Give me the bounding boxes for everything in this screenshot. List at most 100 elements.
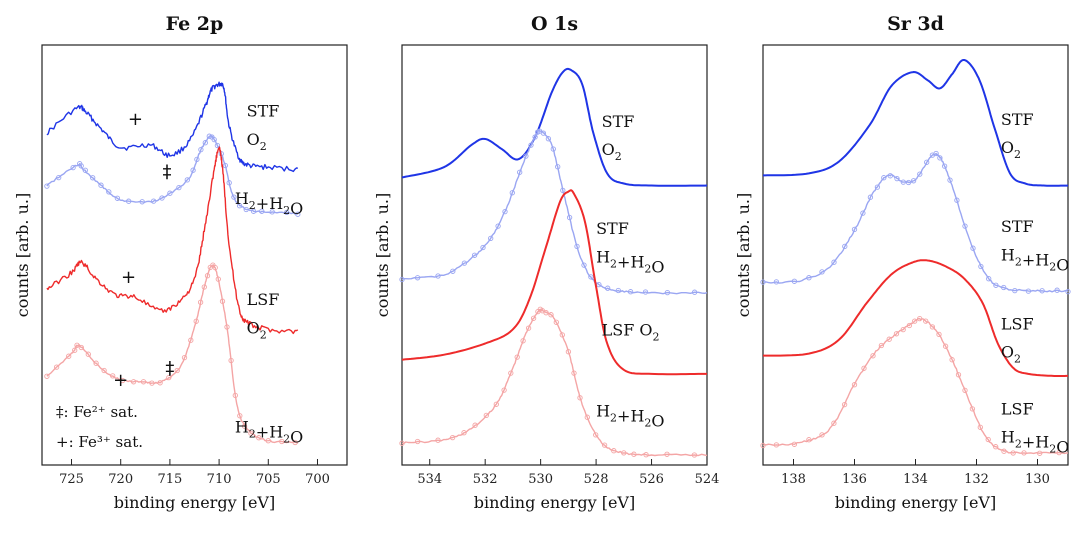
legend-fe2-sat: ‡: Fe²⁺ sat. <box>56 403 138 421</box>
series-marker <box>906 322 913 329</box>
series-marker <box>627 289 634 295</box>
series-marker <box>878 342 885 349</box>
series-marker <box>119 377 126 384</box>
curve-label: STF <box>1001 110 1034 129</box>
series-marker <box>631 451 637 457</box>
panel-o1s: O 1s 534 532 530 528 526 524 binding energy [eV… <box>373 13 719 512</box>
series-marker <box>1025 288 1032 294</box>
series-marker <box>985 436 991 443</box>
x-axis-label: binding energy [eV] <box>114 493 275 512</box>
series-marker <box>159 195 165 201</box>
curve-label: STF <box>1001 217 1034 236</box>
series-marker <box>760 279 766 285</box>
x-tick-label: 134 <box>903 472 928 487</box>
y-axis-label: counts [arb. u.] <box>13 193 32 317</box>
series-marker <box>969 406 976 412</box>
satellite-marker: + <box>113 370 128 391</box>
series-marker <box>605 285 611 291</box>
series-marker <box>190 167 196 173</box>
series-marker <box>806 437 812 443</box>
series-marker <box>256 435 262 441</box>
series-marker <box>548 312 554 318</box>
series-line <box>401 308 708 457</box>
series-marker <box>53 364 60 370</box>
series-marker <box>184 177 190 183</box>
series-marker <box>520 338 526 344</box>
series-marker <box>664 289 671 296</box>
series-marker <box>101 367 107 374</box>
series-marker <box>947 177 953 183</box>
series-marker <box>955 372 962 378</box>
x-tick-label: 705 <box>256 472 281 487</box>
series-line <box>763 59 1069 187</box>
series-marker <box>228 357 234 364</box>
series-marker <box>201 284 207 290</box>
x-tick-label: 725 <box>59 472 84 487</box>
series-marker <box>543 310 549 316</box>
series-marker <box>691 452 698 458</box>
series-marker <box>559 332 565 338</box>
x-tick-label: 136 <box>842 472 867 487</box>
series-marker <box>867 194 874 200</box>
series-marker <box>70 164 76 171</box>
series-marker <box>508 370 514 376</box>
series-marker <box>126 198 132 204</box>
series-marker <box>74 342 80 348</box>
curve-label: STF <box>596 219 629 238</box>
plot-frame <box>41 44 348 466</box>
series-marker <box>941 163 948 169</box>
series-marker <box>1012 287 1018 294</box>
series-marker <box>198 146 204 153</box>
curve-label: O2 <box>602 140 622 163</box>
series-marker <box>760 442 766 449</box>
x-tick-label: 530 <box>528 472 553 487</box>
curve-label: H2+H2O <box>596 248 664 277</box>
series-marker <box>206 133 212 139</box>
series-marker <box>166 374 172 381</box>
series-marker <box>1037 450 1043 456</box>
series-marker <box>219 298 226 304</box>
series-marker <box>93 360 99 366</box>
series-marker <box>241 423 248 429</box>
curve-label: O2 <box>247 130 267 153</box>
series-marker <box>555 164 561 170</box>
series-marker <box>977 424 983 430</box>
curve-label: O2 <box>247 318 267 341</box>
series-marker <box>66 353 72 359</box>
x-tick-label: 700 <box>305 472 330 487</box>
series-marker <box>472 422 478 428</box>
series-marker <box>449 434 456 441</box>
series-marker <box>545 136 552 142</box>
curve-label: O2 <box>1001 343 1021 366</box>
series-marker <box>664 451 670 457</box>
x-axis-label: binding energy [eV] <box>835 493 996 512</box>
series-line <box>46 81 299 173</box>
series-marker <box>949 357 955 363</box>
series-marker <box>593 432 599 438</box>
y-axis-label: counts [arb. u.] <box>373 193 392 317</box>
series-marker <box>236 203 243 209</box>
x-axis-label: binding energy [eV] <box>474 493 635 512</box>
series-marker <box>566 214 573 221</box>
series-marker <box>1021 450 1027 456</box>
series-marker <box>584 414 590 420</box>
series-marker <box>471 252 478 258</box>
series-marker <box>588 274 594 280</box>
series-marker <box>553 319 559 325</box>
satellite-marker: + <box>128 109 143 130</box>
series-marker <box>791 441 798 447</box>
x-tick-label: 715 <box>157 472 182 487</box>
series-marker <box>493 401 499 407</box>
series-marker <box>937 155 943 161</box>
series-marker <box>232 392 238 399</box>
series-marker <box>962 387 968 394</box>
series-marker <box>1039 288 1045 294</box>
satellite-legend: ‡: Fe²⁺ sat. +: Fe³⁺ sat. <box>56 403 143 451</box>
series-marker <box>248 430 254 436</box>
series-marker <box>806 275 812 281</box>
series-marker <box>517 169 523 175</box>
legend-fe3-sat: +: Fe³⁺ sat. <box>56 433 143 451</box>
series-marker <box>565 349 572 355</box>
series-marker <box>85 351 91 357</box>
series-marker <box>851 226 858 233</box>
